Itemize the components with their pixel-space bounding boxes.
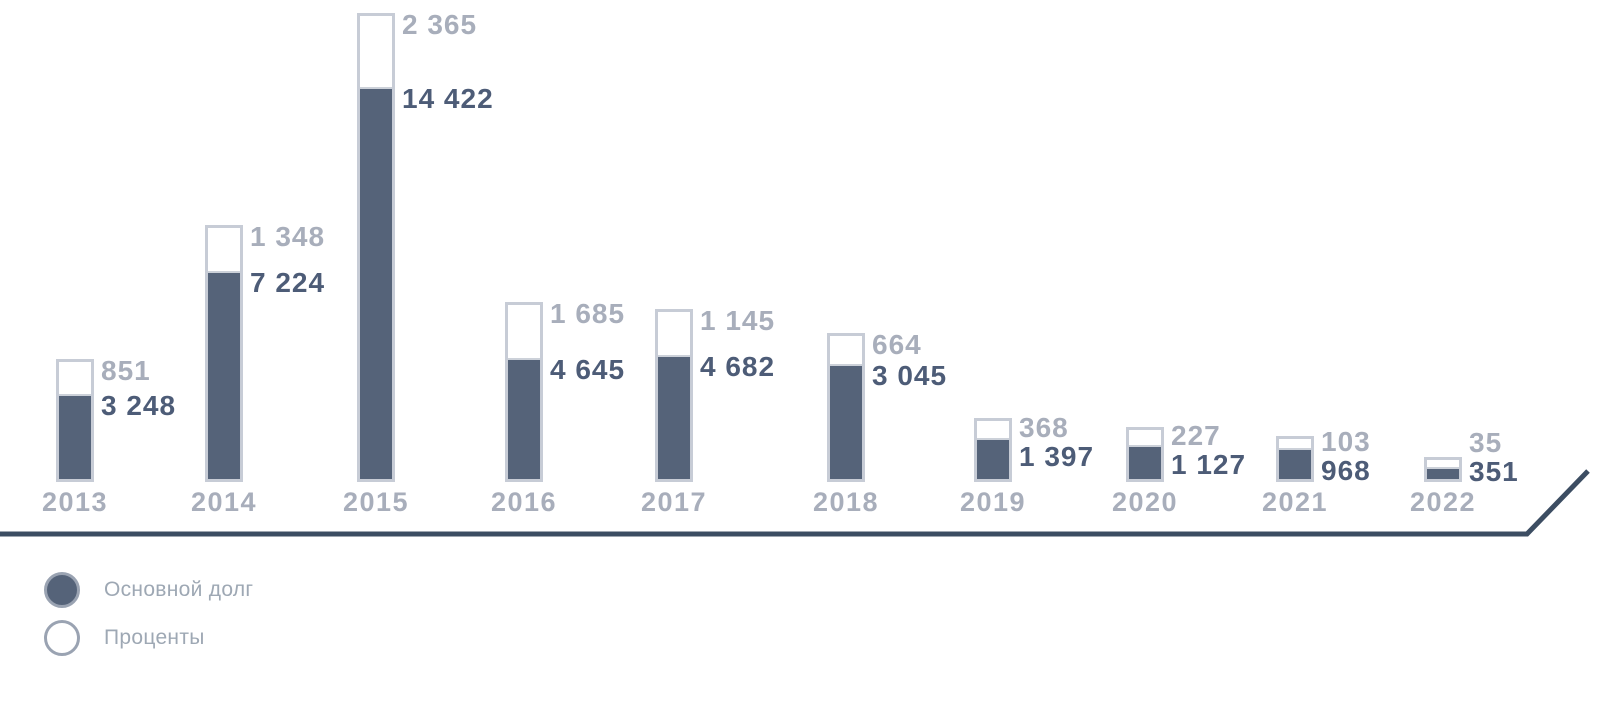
bar-principal-segment — [658, 355, 690, 479]
bar-principal-segment — [977, 438, 1009, 479]
bar-principal-segment — [59, 394, 91, 479]
bar-principal-segment — [1279, 448, 1311, 479]
principal-value-label: 7 224 — [250, 267, 326, 298]
interest-value-label: 2 365 — [402, 9, 478, 40]
interest-value-label: 227 — [1171, 420, 1221, 451]
bar-principal-segment — [1427, 467, 1459, 479]
legend-label-interest: Проценты — [104, 626, 205, 649]
year-label: 2017 — [640, 487, 708, 517]
interest-value-label: 368 — [1019, 412, 1069, 443]
principal-value-label: 3 045 — [872, 360, 948, 391]
year-label: 2022 — [1409, 487, 1477, 517]
bar — [505, 302, 543, 482]
bar — [1126, 427, 1164, 482]
principal-value-label: 1 127 — [1171, 449, 1247, 480]
interest-value-label: 1 685 — [550, 298, 626, 329]
legend-item-principal: Основной долг — [44, 572, 253, 608]
principal-value-label: 14 422 — [402, 83, 494, 114]
bar-principal-segment — [830, 364, 862, 479]
bar — [1424, 457, 1462, 482]
principal-value-label: 1 397 — [1019, 441, 1095, 472]
principal-value-label: 4 682 — [700, 351, 776, 382]
bar-principal-segment — [508, 358, 540, 479]
year-label: 2016 — [490, 487, 558, 517]
interest-value-label: 664 — [872, 329, 922, 360]
bar-principal-segment — [208, 271, 240, 479]
interest-value-label: 851 — [101, 355, 151, 386]
year-label: 2019 — [959, 487, 1027, 517]
bar-principal-segment — [360, 87, 392, 479]
interest-value-label: 1 348 — [250, 221, 326, 252]
bar — [974, 418, 1012, 482]
principal-value-label: 4 645 — [550, 354, 626, 385]
legend-swatch-principal-icon — [44, 572, 80, 608]
principal-value-label: 351 — [1469, 456, 1519, 487]
year-label: 2020 — [1111, 487, 1179, 517]
bar — [56, 359, 94, 482]
legend-swatch-interest-icon — [44, 620, 80, 656]
interest-value-label: 35 — [1469, 427, 1503, 458]
interest-value-label: 1 145 — [700, 305, 776, 336]
bar — [205, 225, 243, 482]
legend: Основной долг Проценты — [44, 572, 253, 668]
year-label: 2014 — [190, 487, 258, 517]
x-axis-polyline — [0, 469, 1590, 537]
legend-label-principal: Основной долг — [104, 578, 254, 601]
principal-value-label: 968 — [1321, 455, 1371, 486]
bar — [655, 309, 693, 482]
year-label: 2013 — [41, 487, 109, 517]
bar — [357, 13, 395, 482]
year-label: 2015 — [342, 487, 410, 517]
bar — [827, 333, 865, 482]
legend-item-interest: Проценты — [44, 620, 253, 656]
bar-principal-segment — [1129, 445, 1161, 479]
principal-value-label: 3 248 — [101, 390, 177, 421]
bar — [1276, 436, 1314, 482]
year-label: 2021 — [1261, 487, 1329, 517]
year-label: 2018 — [812, 487, 880, 517]
interest-value-label: 103 — [1321, 426, 1371, 457]
